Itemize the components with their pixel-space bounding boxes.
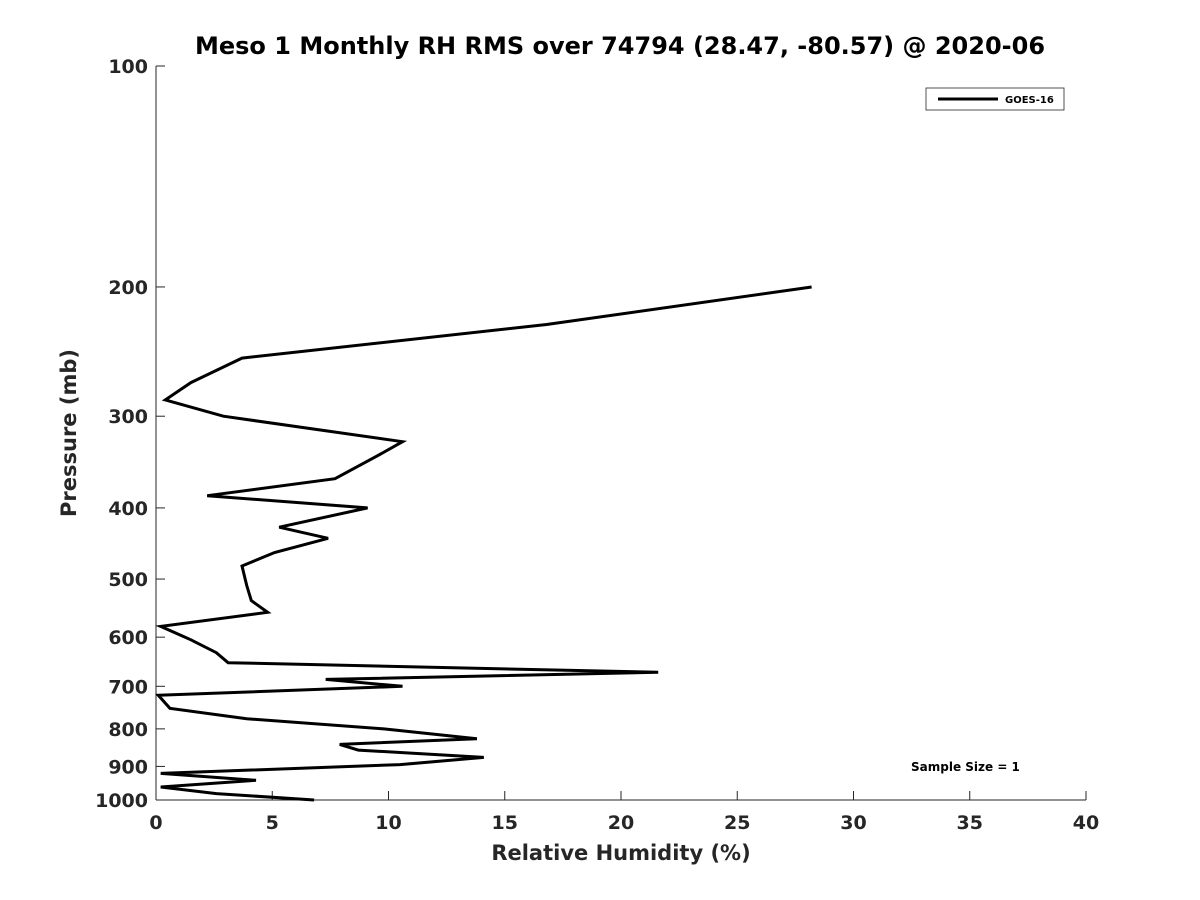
y-tick-label: 100 (108, 56, 148, 78)
y-tick-label: 1000 (95, 790, 148, 812)
y-tick-label: 800 (108, 719, 148, 741)
series-line-goes-16 (155, 285, 812, 802)
legend: GOES-16 (925, 87, 1065, 111)
legend-label-goes-16: GOES-16 (1005, 95, 1054, 106)
sample-size-annotation: Sample Size = 1 (911, 760, 1020, 774)
y-tick-label: 700 (108, 676, 148, 698)
y-tick-label: 600 (108, 627, 148, 649)
x-tick-label: 20 (608, 812, 634, 834)
chart-title: Meso 1 Monthly RH RMS over 74794 (28.47,… (195, 32, 1045, 60)
y-tick-label: 900 (108, 756, 148, 778)
x-tick-label: 0 (149, 812, 162, 834)
y-tick-label: 500 (108, 569, 148, 591)
y-tick-label: 400 (108, 498, 148, 520)
x-tick-label: 5 (266, 812, 279, 834)
x-tick-label: 10 (375, 812, 401, 834)
y-axis-label: Pressure (mb) (57, 349, 81, 517)
y-tick-label: 300 (108, 406, 148, 428)
x-tick-label: 30 (840, 812, 866, 834)
x-tick-label: 25 (724, 812, 750, 834)
x-axis-label: Relative Humidity (%) (491, 841, 750, 865)
x-tick-label: 40 (1073, 812, 1099, 834)
y-tick-label: 200 (108, 277, 148, 299)
x-tick-label: 15 (492, 812, 518, 834)
x-axis-ticks: 0 5 10 15 20 25 30 35 40 (149, 791, 1099, 834)
y-axis-ticks: 100 200 300 400 500 600 700 800 900 1000 (95, 56, 165, 812)
series-group (155, 285, 812, 802)
x-tick-label: 35 (957, 812, 983, 834)
